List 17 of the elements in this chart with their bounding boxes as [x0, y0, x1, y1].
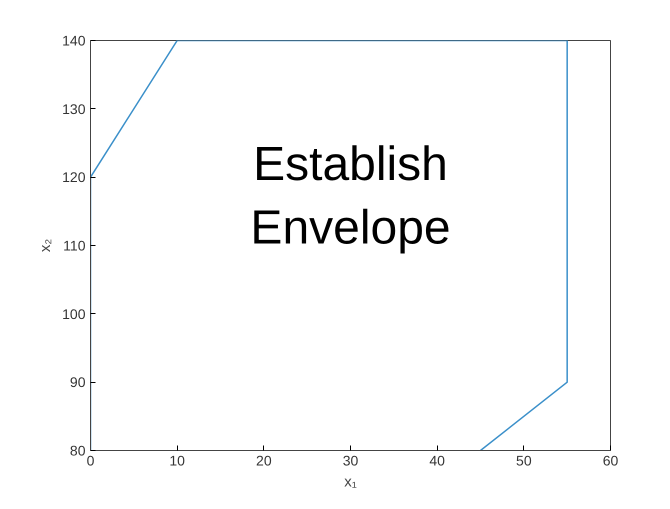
x-tick-label: 60 [602, 452, 618, 468]
annotation: Establish Envelope [250, 138, 451, 255]
y-axis-title: x₂ [37, 238, 54, 252]
x-axis-title: x₁ [344, 474, 357, 490]
x-tick-label: 40 [429, 452, 446, 468]
y-tick-label: 80 [70, 442, 86, 458]
y-tick-label: 130 [62, 100, 86, 117]
x-tick-label: 30 [342, 452, 358, 468]
y-tick-label: 120 [62, 169, 86, 186]
y-tick-label: 90 [70, 374, 86, 390]
x-tick-label: 20 [256, 452, 272, 468]
x-tick-label: 50 [516, 452, 532, 468]
y-tick-label: 100 [62, 306, 86, 322]
x-tick-label: 10 [169, 452, 186, 468]
y-tick-label: 110 [63, 238, 86, 254]
y-tick-label: 140 [62, 32, 86, 48]
x-tick-label: 0 [86, 452, 95, 468]
